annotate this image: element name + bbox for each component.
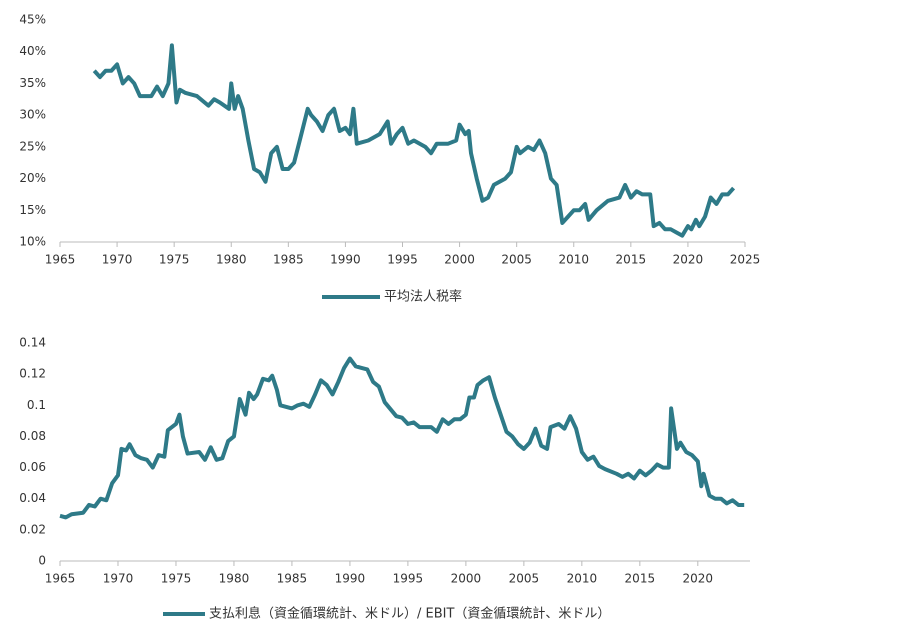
x-tick-label: 2010 xyxy=(558,253,589,267)
data-line xyxy=(59,356,745,520)
legend-label: 支払利息（資金循環統計、米ドル）/ EBIT（資金循環統計、米ドル） xyxy=(209,606,610,622)
y-tick-label: 0.12 xyxy=(19,367,46,381)
y-tick-label: 0.02 xyxy=(19,522,46,536)
x-tick-label: 1965 xyxy=(45,572,76,586)
y-tick-label: 20% xyxy=(19,171,46,185)
x-tick-label: 2020 xyxy=(673,253,704,267)
y-tick-label: 0.08 xyxy=(19,429,46,443)
x-tick-label: 1995 xyxy=(393,572,424,586)
x-tick-label: 2025 xyxy=(730,253,761,267)
x-tick-label: 2005 xyxy=(509,572,540,586)
y-tick-label: 0.04 xyxy=(19,491,46,505)
y-tick-label: 0.06 xyxy=(19,460,46,474)
x-tick-label: 2010 xyxy=(567,572,598,586)
y-tick-label: 30% xyxy=(19,108,46,122)
x-tick-label: 2015 xyxy=(616,253,647,267)
x-tick-label: 1990 xyxy=(330,253,361,267)
y-tick-label: 15% xyxy=(19,203,46,217)
y-tick-label: 0.1 xyxy=(27,398,46,412)
data-line xyxy=(92,43,736,238)
y-tick-label: 40% xyxy=(19,44,46,58)
y-tick-label: 0.14 xyxy=(19,336,46,350)
x-tick-label: 2005 xyxy=(501,253,532,267)
x-tick-label: 1985 xyxy=(273,253,304,267)
x-tick-label: 2000 xyxy=(444,253,475,267)
x-tick-label: 2000 xyxy=(451,572,482,586)
x-tick-label: 1970 xyxy=(103,572,134,586)
x-tick-label: 2015 xyxy=(625,572,656,586)
y-tick-label: 25% xyxy=(19,139,46,153)
legend-label: 平均法人税率 xyxy=(384,289,462,305)
x-tick-label: 1970 xyxy=(102,253,133,267)
x-tick-label: 1985 xyxy=(277,572,308,586)
x-tick-label: 1975 xyxy=(159,253,190,267)
y-tick-label: 10% xyxy=(19,235,46,249)
y-tick-label: 35% xyxy=(19,76,46,90)
x-tick-label: 1980 xyxy=(219,572,250,586)
y-tick-label: 45% xyxy=(19,13,46,27)
x-tick-label: 2020 xyxy=(683,572,714,586)
x-tick-label: 1990 xyxy=(335,572,366,586)
x-tick-label: 1995 xyxy=(387,253,418,267)
y-tick-label: 0 xyxy=(38,554,46,568)
x-tick-label: 1980 xyxy=(216,253,247,267)
x-tick-label: 1965 xyxy=(45,253,76,267)
x-tick-label: 1975 xyxy=(161,572,192,586)
